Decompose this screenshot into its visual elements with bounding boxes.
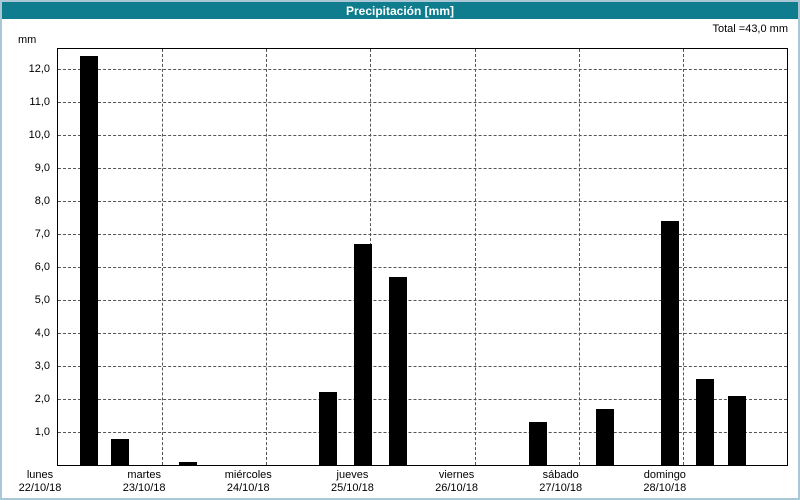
day-date: 22/10/18 [18,482,62,494]
h-gridline [58,201,787,202]
x-day-label: miércoles 24/10/18 [198,469,298,495]
bar [79,55,98,465]
x-day-label: lunes 22/10/18 [2,469,90,495]
x-day-label: jueves 25/10/18 [302,469,402,495]
y-tick-label: 5,0 [34,294,50,306]
v-gridline [682,49,684,465]
x-day-label: martes 23/10/18 [94,469,194,495]
day-date: 26/10/18 [435,482,478,494]
bar [696,379,715,465]
bar [178,461,197,465]
bar [661,220,680,465]
y-tick-label: 1,0 [34,426,50,438]
h-gridline [58,399,787,400]
y-tick-label: 11,0 [29,96,50,108]
day-name: jueves [336,469,369,481]
bar [528,422,547,465]
y-tick-label: 6,0 [34,261,50,273]
day-name: viernes [438,469,475,481]
chart-title: Precipitación [mm] [345,3,455,18]
y-tick-label: 12,0 [28,63,50,75]
chart-title-bar: Precipitación [mm] [2,2,798,19]
y-tick-label: 8,0 [34,195,50,207]
plot-area [57,48,788,466]
v-gridline [474,49,476,465]
day-name: lunes [26,469,54,481]
y-tick-label: 3,0 [34,360,50,372]
y-axis-unit-label: mm [18,34,37,46]
bar [110,438,129,465]
y-tick-label: 4,0 [34,327,50,339]
h-gridline [58,366,787,367]
day-date: 25/10/18 [331,482,374,494]
day-date: 24/10/18 [226,482,270,494]
bar [389,276,408,465]
h-gridline [58,234,787,235]
day-name: miércoles [224,469,272,481]
h-gridline [58,333,787,334]
y-tick-label: 10,0 [28,129,50,141]
day-date: 23/10/18 [122,482,166,494]
day-name: domingo [643,469,686,481]
day-name: martes [127,469,161,481]
y-tick-label: 2,0 [34,393,50,405]
bar [596,408,615,465]
bar [728,395,747,465]
v-gridline [266,49,268,465]
v-gridline [578,49,580,465]
day-date: 27/10/18 [539,482,583,494]
h-gridline [58,267,787,268]
x-day-label: sábado 27/10/18 [511,469,611,495]
day-name: sábado [542,469,579,481]
h-gridline [58,102,787,103]
bar [354,243,373,465]
x-day-label: domingo 28/10/18 [615,469,715,495]
y-tick-label: 9,0 [34,162,50,174]
bar [319,392,338,465]
h-gridline [58,432,787,433]
y-tick-label: 7,0 [34,228,50,240]
v-gridline [162,49,164,465]
day-date: 28/10/18 [643,482,687,494]
total-label: Total =43,0 mm [712,23,788,35]
h-gridline [58,300,787,301]
x-day-label: viernes 26/10/18 [407,469,507,495]
h-gridline [58,168,787,169]
h-gridline [58,69,787,70]
h-gridline [58,135,787,136]
